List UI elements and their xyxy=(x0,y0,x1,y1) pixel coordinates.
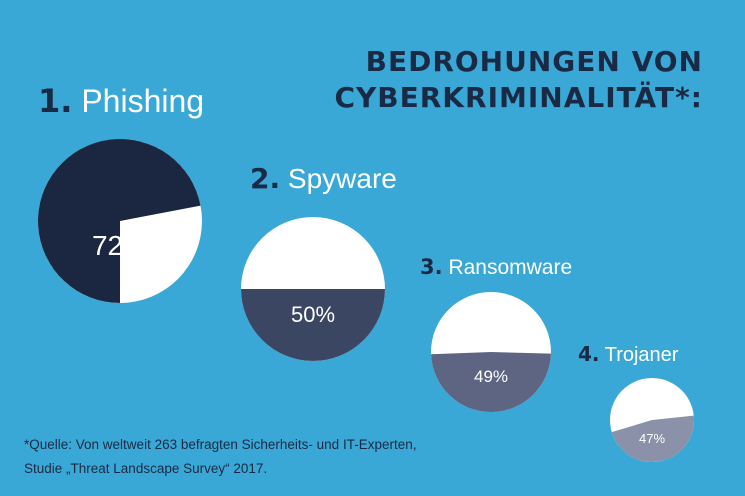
pie-value-label-phishing: 72% xyxy=(92,230,148,261)
chart-title-line-2: CYBERKRIMINALITÄT*: xyxy=(334,81,703,114)
footnote-line-1: *Quelle: Von weltweit 263 befragten Sich… xyxy=(24,437,417,452)
pie-slice-phishing xyxy=(37,138,201,303)
name-ransomware: Ransomware xyxy=(448,256,573,279)
chart-title-line-1: BEDROHUNGEN VON xyxy=(365,45,703,78)
pie-slice-spyware xyxy=(241,289,385,361)
label-phishing: 1. Phishing xyxy=(38,82,204,120)
chart-title: BEDROHUNGEN VON CYBERKRIMINALITÄT*: xyxy=(283,44,703,116)
pie-slice-ransomware xyxy=(431,352,551,412)
pie-value-label-trojaner: 47% xyxy=(639,431,665,446)
rank-spyware: 2. xyxy=(250,162,281,195)
label-spyware: 2. Spyware xyxy=(250,162,397,195)
rank-phishing: 1. xyxy=(38,82,73,120)
pie-value-label-spyware: 50% xyxy=(291,302,335,327)
label-trojaner: 4. Trojaner xyxy=(578,342,678,367)
footnote: *Quelle: Von weltweit 263 befragten Sich… xyxy=(24,433,416,481)
pie-slice-trojaner xyxy=(611,415,694,462)
rank-trojaner: 4. xyxy=(578,342,600,366)
footnote-line-2: Studie „Threat Landscape Survey“ 2017. xyxy=(24,461,268,476)
label-ransomware: 3. Ransomware xyxy=(420,255,572,280)
pie-value-label-ransomware: 49% xyxy=(474,367,508,386)
name-phishing: Phishing xyxy=(81,83,205,119)
rank-ransomware: 3. xyxy=(420,255,443,279)
name-trojaner: Trojaner xyxy=(604,344,679,366)
name-spyware: Spyware xyxy=(287,163,397,194)
